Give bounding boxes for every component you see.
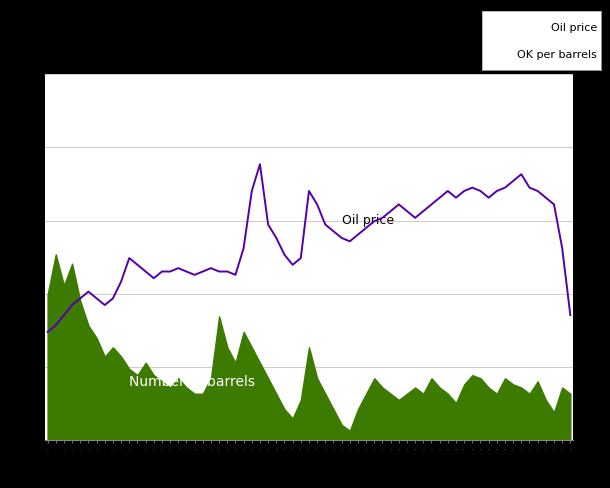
Text: Oil price: Oil price — [342, 214, 394, 227]
Text: Oil price: Oil price — [551, 22, 597, 33]
Text: Number of barrels: Number of barrels — [129, 375, 255, 388]
Text: OK per barrels: OK per barrels — [517, 50, 597, 60]
